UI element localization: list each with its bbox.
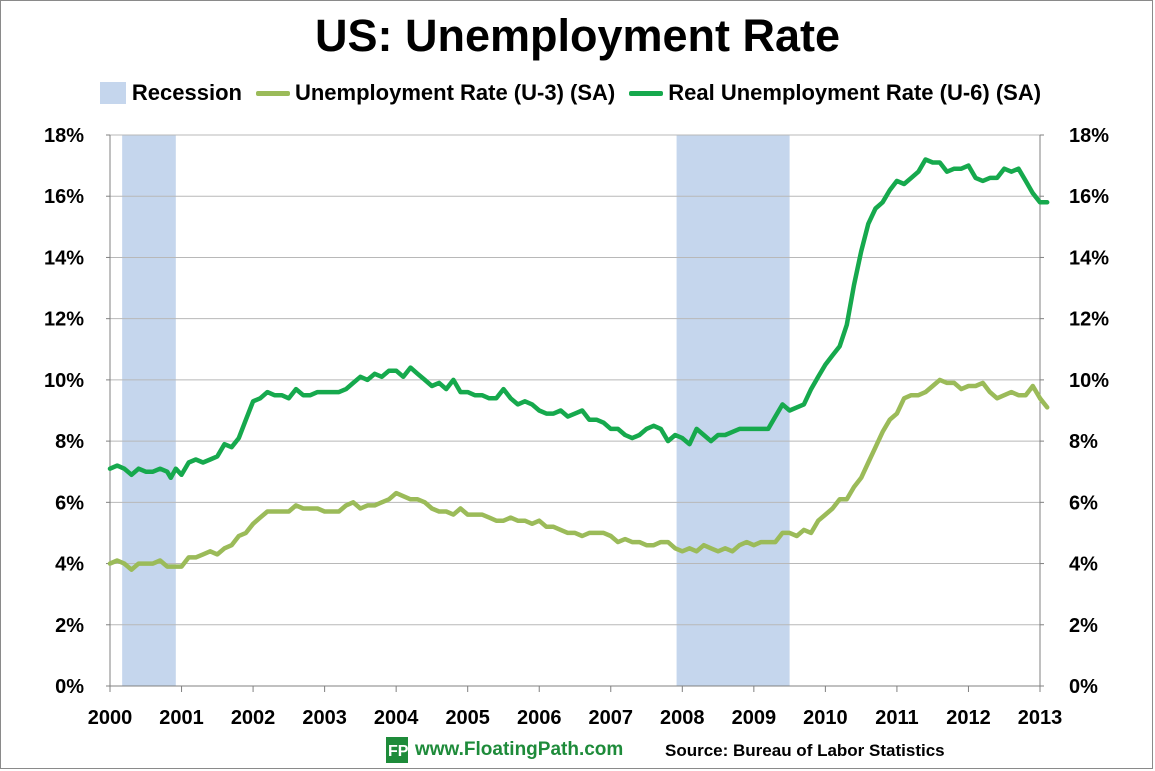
- y-tick-left-2: 4%: [55, 554, 84, 576]
- x-tick-9: 2009: [732, 707, 777, 729]
- x-tick-10: 2010: [803, 707, 848, 729]
- chart-footer: FP www.FloatingPath.com Source: Bureau o…: [0, 737, 1155, 763]
- chart-title: US: Unemployment Rate: [314, 10, 841, 61]
- y-tick-left-8: 16%: [44, 186, 84, 208]
- y-tick-right-1: 2%: [1069, 615, 1098, 637]
- series-line-u3: [107, 377, 1050, 572]
- legend-swatch-recession: [99, 82, 126, 104]
- site-link[interactable]: www.FloatingPath.com: [415, 739, 624, 760]
- legend-swatch-u3: [255, 90, 290, 96]
- legend-item-u6: Real Unemployment Rate (U-6) (SA): [629, 80, 1041, 106]
- legend-label-u6: Real Unemployment Rate (U-6) (SA): [668, 80, 1042, 105]
- y-tick-right-8: 16%: [1069, 186, 1109, 208]
- x-tick-5: 2005: [445, 707, 490, 729]
- y-tick-right-7: 14%: [1069, 247, 1109, 269]
- legend-label-recession: Recession: [131, 80, 242, 105]
- y-tick-left-3: 6%: [55, 492, 84, 514]
- y-tick-right-0: 0%: [1069, 676, 1098, 698]
- y-tick-right-2: 4%: [1069, 554, 1098, 576]
- y-tick-right-6: 12%: [1069, 309, 1109, 331]
- legend-item-recession: Recession: [99, 80, 242, 106]
- x-tick-8: 2008: [660, 707, 705, 729]
- floatingpath-logo-icon: FP: [386, 737, 408, 763]
- y-tick-left-4: 8%: [55, 431, 84, 453]
- series-line-u6: [107, 157, 1050, 481]
- source-note: Source: Bureau of Labor Statistics: [665, 741, 945, 760]
- legend-swatch-u6: [629, 90, 664, 96]
- y-tick-right-5: 10%: [1069, 370, 1109, 392]
- x-tick-7: 2007: [589, 707, 634, 729]
- y-tick-right-9: 18%: [1069, 125, 1109, 147]
- legend-label-u3: Unemployment Rate (U-3) (SA): [294, 80, 616, 105]
- y-tick-right-3: 6%: [1069, 492, 1098, 514]
- x-tick-3: 2003: [302, 707, 347, 729]
- y-tick-left-1: 2%: [55, 615, 84, 637]
- x-tick-2: 2002: [231, 707, 276, 729]
- recession-band-1: [676, 135, 790, 686]
- y-tick-left-0: 0%: [55, 676, 84, 698]
- chart-legend: Recession Unemployment Rate (U-3) (SA) R…: [0, 80, 1155, 106]
- x-tick-11: 2011: [875, 707, 918, 729]
- recession-band-0: [122, 135, 176, 686]
- x-tick-13: 2013: [1018, 707, 1063, 729]
- y-tick-left-7: 14%: [44, 247, 84, 269]
- y-tick-left-9: 18%: [44, 125, 84, 147]
- x-tick-4: 2004: [374, 707, 419, 729]
- x-tick-6: 2006: [517, 707, 562, 729]
- x-tick-0: 2000: [88, 707, 133, 729]
- legend-item-u3: Unemployment Rate (U-3) (SA): [255, 80, 616, 106]
- y-tick-right-4: 8%: [1069, 431, 1098, 453]
- x-tick-1: 2001: [159, 707, 204, 729]
- y-tick-left-6: 12%: [44, 309, 84, 331]
- x-tick-12: 2012: [946, 707, 991, 729]
- y-tick-left-5: 10%: [44, 370, 84, 392]
- logo-letters: FP: [388, 743, 408, 760]
